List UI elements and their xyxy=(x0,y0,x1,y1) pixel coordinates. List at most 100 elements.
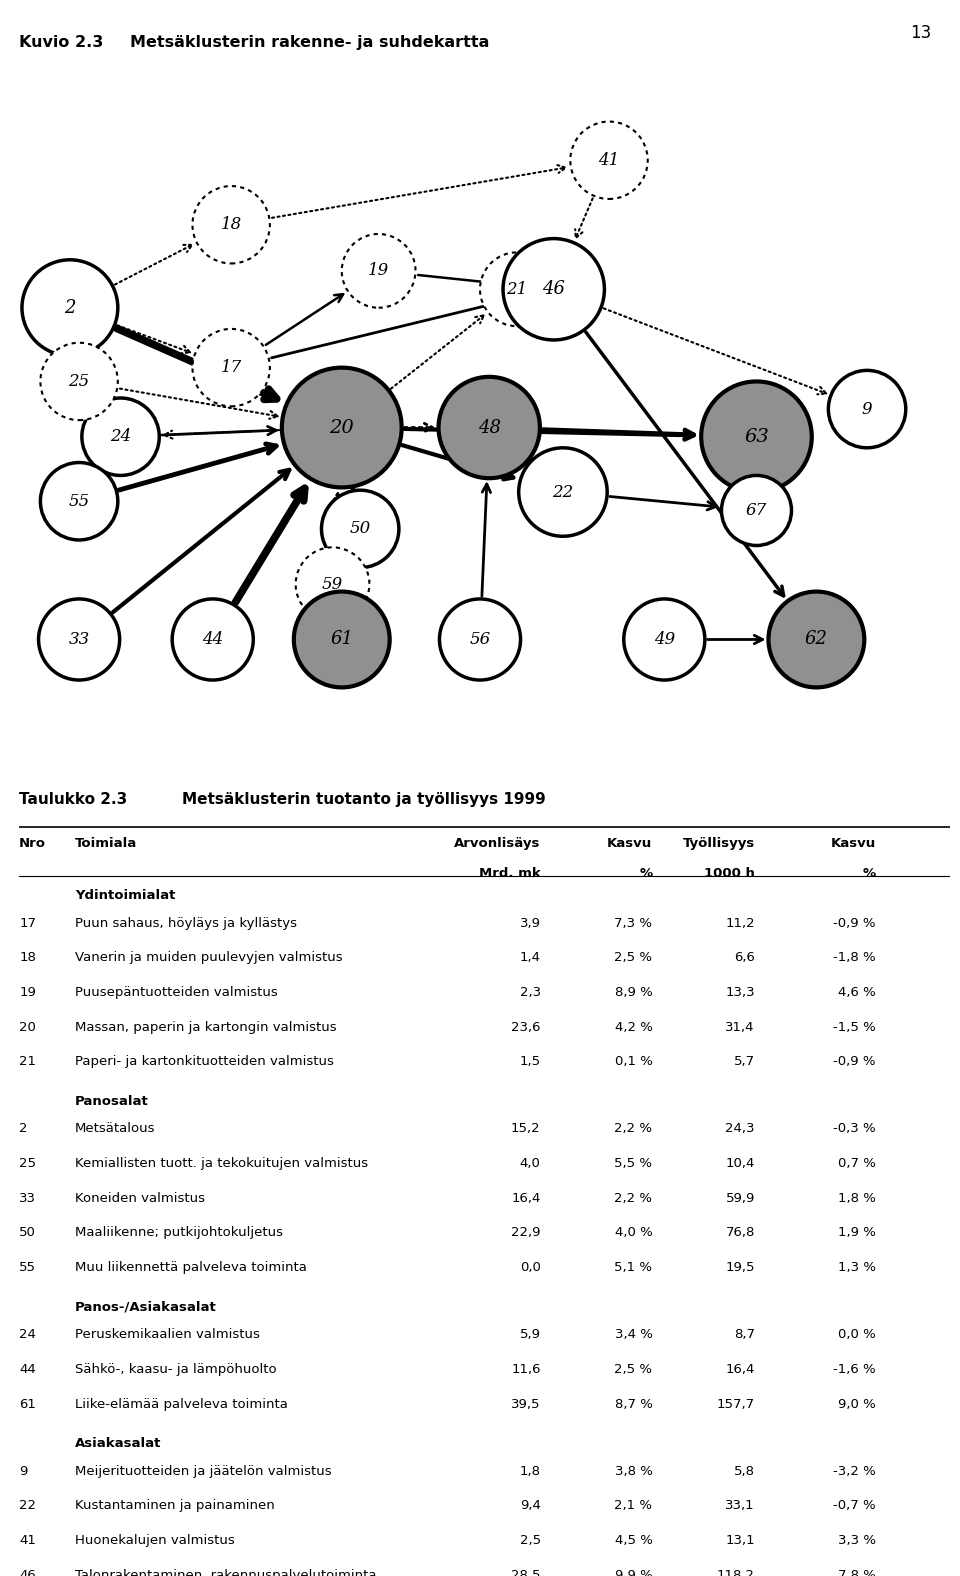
Circle shape xyxy=(38,599,120,679)
Text: Peruskemikaalien valmistus: Peruskemikaalien valmistus xyxy=(75,1329,260,1341)
Text: 8,7 %: 8,7 % xyxy=(614,1398,653,1411)
Text: Maaliikenne; putkijohtokuljetus: Maaliikenne; putkijohtokuljetus xyxy=(75,1226,283,1239)
Text: 5,1 %: 5,1 % xyxy=(614,1261,653,1273)
Text: 17: 17 xyxy=(221,359,242,377)
Circle shape xyxy=(768,591,864,687)
Text: 7,8 %: 7,8 % xyxy=(838,1568,876,1576)
Text: 33,1: 33,1 xyxy=(725,1499,755,1513)
Text: 28,5: 28,5 xyxy=(511,1568,540,1576)
Text: 5,5 %: 5,5 % xyxy=(614,1157,653,1169)
Text: 3,4 %: 3,4 % xyxy=(614,1329,653,1341)
Text: Kasvu: Kasvu xyxy=(830,837,876,849)
Text: 9: 9 xyxy=(862,400,873,418)
Text: Talonrakentaminen, rakennuspalvelutoiminta: Talonrakentaminen, rakennuspalvelutoimin… xyxy=(75,1568,376,1576)
Text: Massan, paperin ja kartongin valmistus: Massan, paperin ja kartongin valmistus xyxy=(75,1021,337,1034)
Circle shape xyxy=(296,547,370,621)
Text: 0,0: 0,0 xyxy=(519,1261,540,1273)
Circle shape xyxy=(701,381,812,492)
Text: 22: 22 xyxy=(552,484,573,501)
Text: 2,2 %: 2,2 % xyxy=(614,1122,653,1135)
Text: -3,2 %: -3,2 % xyxy=(833,1464,876,1478)
Circle shape xyxy=(192,186,270,263)
Text: 157,7: 157,7 xyxy=(717,1398,755,1411)
Text: 50: 50 xyxy=(349,520,371,537)
Circle shape xyxy=(828,370,906,448)
Text: 3,3 %: 3,3 % xyxy=(838,1533,876,1548)
Circle shape xyxy=(22,260,118,356)
Text: 63: 63 xyxy=(744,427,769,446)
Text: Paperi- ja kartonkituotteiden valmistus: Paperi- ja kartonkituotteiden valmistus xyxy=(75,1056,334,1069)
Text: 5,8: 5,8 xyxy=(733,1464,755,1478)
Text: 31,4: 31,4 xyxy=(726,1021,755,1034)
Text: 25: 25 xyxy=(68,374,89,389)
Text: 20: 20 xyxy=(19,1021,36,1034)
Text: Koneiden valmistus: Koneiden valmistus xyxy=(75,1191,205,1204)
Circle shape xyxy=(294,591,390,687)
Text: 1,3 %: 1,3 % xyxy=(838,1261,876,1273)
Text: Liike-elämää palveleva toiminta: Liike-elämää palveleva toiminta xyxy=(75,1398,288,1411)
Text: 41: 41 xyxy=(19,1533,36,1548)
Text: Kustantaminen ja painaminen: Kustantaminen ja painaminen xyxy=(75,1499,275,1513)
Text: 19: 19 xyxy=(368,262,389,279)
Text: Työllisyys: Työllisyys xyxy=(683,837,755,849)
Text: Metsäklusterin tuotanto ja työllisyys 1999: Metsäklusterin tuotanto ja työllisyys 19… xyxy=(182,793,546,807)
Text: Arvonlisäys: Arvonlisäys xyxy=(454,837,540,849)
Text: 8,9 %: 8,9 % xyxy=(614,987,653,999)
Text: -0,9 %: -0,9 % xyxy=(833,917,876,930)
Text: 0,0 %: 0,0 % xyxy=(838,1329,876,1341)
Text: Huonekalujen valmistus: Huonekalujen valmistus xyxy=(75,1533,235,1548)
Text: 22: 22 xyxy=(19,1499,36,1513)
Text: 2,5 %: 2,5 % xyxy=(614,952,653,965)
Text: 2,3: 2,3 xyxy=(519,987,540,999)
Text: 10,4: 10,4 xyxy=(726,1157,755,1169)
Text: 11,6: 11,6 xyxy=(511,1363,540,1376)
Text: 0,7 %: 0,7 % xyxy=(838,1157,876,1169)
Text: 24: 24 xyxy=(110,429,132,446)
Text: 59,9: 59,9 xyxy=(726,1191,755,1204)
Text: 17: 17 xyxy=(19,917,36,930)
Text: 18: 18 xyxy=(221,216,242,233)
Text: Puun sahaus, höyläys ja kyllästys: Puun sahaus, höyläys ja kyllästys xyxy=(75,917,297,930)
Text: 2: 2 xyxy=(19,1122,28,1135)
Text: Ydintoimialat: Ydintoimialat xyxy=(75,889,176,901)
Text: 24,3: 24,3 xyxy=(726,1122,755,1135)
Text: Toimiala: Toimiala xyxy=(75,837,137,849)
Text: 46: 46 xyxy=(19,1568,36,1576)
Circle shape xyxy=(722,476,791,545)
Text: 20: 20 xyxy=(329,419,354,437)
Text: 59: 59 xyxy=(322,575,343,593)
Circle shape xyxy=(440,599,520,679)
Text: 8,7: 8,7 xyxy=(733,1329,755,1341)
Text: 21: 21 xyxy=(506,281,527,298)
Text: 1000 h: 1000 h xyxy=(704,867,755,879)
Circle shape xyxy=(322,490,399,567)
Text: Kasvu: Kasvu xyxy=(607,837,653,849)
Text: 48: 48 xyxy=(478,419,501,437)
Text: 2,5 %: 2,5 % xyxy=(614,1363,653,1376)
Circle shape xyxy=(570,121,648,199)
Circle shape xyxy=(172,599,253,679)
Text: 13: 13 xyxy=(910,24,931,41)
Text: Taulukko 2.3: Taulukko 2.3 xyxy=(19,793,128,807)
Text: 76,8: 76,8 xyxy=(726,1226,755,1239)
Text: 22,9: 22,9 xyxy=(511,1226,540,1239)
Text: 56: 56 xyxy=(469,630,491,648)
Text: 19,5: 19,5 xyxy=(726,1261,755,1273)
Text: 118,2: 118,2 xyxy=(717,1568,755,1576)
Text: -0,7 %: -0,7 % xyxy=(833,1499,876,1513)
Circle shape xyxy=(518,448,607,536)
Text: 55: 55 xyxy=(19,1261,36,1273)
Text: 1,5: 1,5 xyxy=(519,1056,540,1069)
Text: 15,2: 15,2 xyxy=(511,1122,540,1135)
Text: Sähkö-, kaasu- ja lämpöhuolto: Sähkö-, kaasu- ja lämpöhuolto xyxy=(75,1363,276,1376)
Text: 1,8 %: 1,8 % xyxy=(838,1191,876,1204)
Text: 67: 67 xyxy=(746,503,767,519)
Text: 13,3: 13,3 xyxy=(725,987,755,999)
Text: 23,6: 23,6 xyxy=(511,1021,540,1034)
Text: 62: 62 xyxy=(804,630,828,648)
Text: 33: 33 xyxy=(68,630,89,648)
Text: 3,9: 3,9 xyxy=(519,917,540,930)
Text: -1,8 %: -1,8 % xyxy=(833,952,876,965)
Text: 4,0: 4,0 xyxy=(519,1157,540,1169)
Text: -1,6 %: -1,6 % xyxy=(833,1363,876,1376)
